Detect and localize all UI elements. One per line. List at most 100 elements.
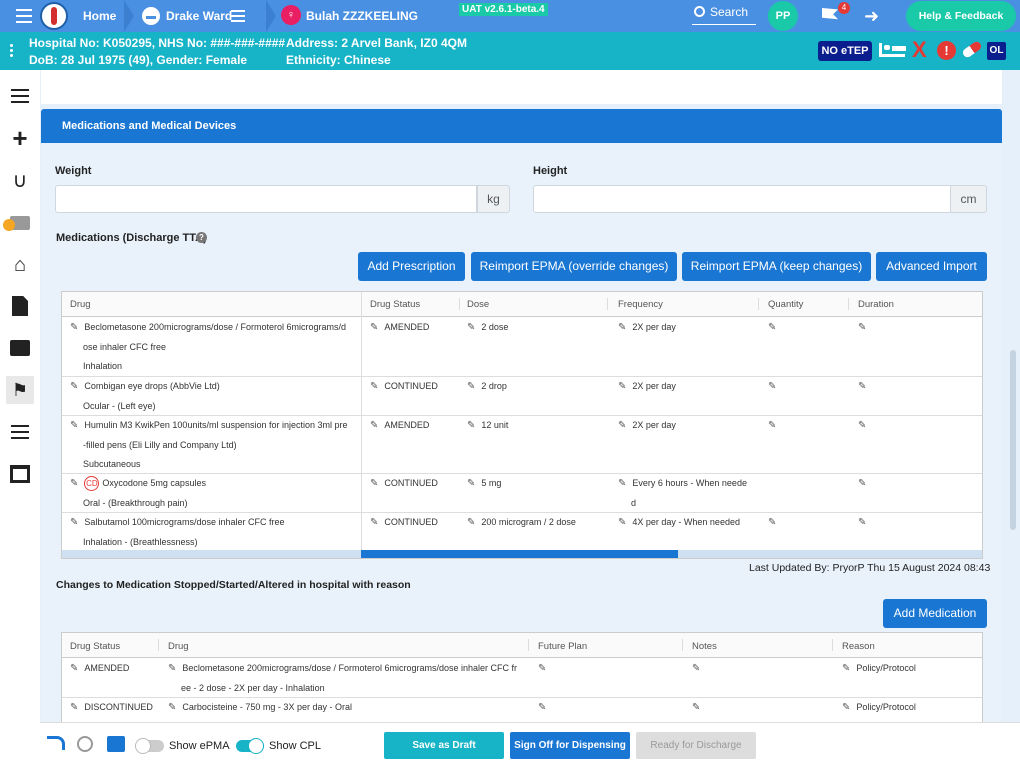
height-input[interactable] — [533, 185, 951, 213]
reimport-override-button[interactable]: Reimport EPMA (override changes) — [471, 252, 677, 281]
undo-icon[interactable] — [47, 736, 65, 750]
header-quantity[interactable]: Quantity — [768, 299, 804, 310]
edit-icon[interactable]: ✎ — [70, 478, 79, 489]
ol-badge[interactable]: OL — [987, 42, 1006, 60]
horizontal-scrollbar[interactable] — [62, 550, 982, 558]
search-icon[interactable] — [694, 6, 705, 17]
edit-icon[interactable]: ✎ — [467, 478, 476, 489]
scrollbar-thumb[interactable] — [1010, 350, 1016, 530]
help-feedback-button[interactable]: Help & Feedback — [906, 1, 1016, 31]
building-icon[interactable] — [6, 460, 34, 488]
header-drug-status[interactable]: Drug Status — [70, 641, 121, 652]
stethoscope-icon[interactable]: ∪ — [12, 169, 28, 192]
edit-icon[interactable]: ✎ — [370, 420, 379, 431]
edit-icon[interactable]: ✎ — [70, 702, 79, 713]
plus-icon[interactable]: + — [12, 122, 28, 153]
edit-icon[interactable]: ✎ — [70, 517, 79, 528]
vertical-scrollbar[interactable] — [1008, 70, 1018, 722]
edit-icon[interactable]: ✎ — [768, 420, 777, 431]
app-logo[interactable] — [40, 2, 68, 30]
add-prescription-button[interactable]: Add Prescription — [358, 252, 465, 281]
edit-icon[interactable]: ✎ — [168, 702, 177, 713]
edit-icon[interactable]: ✎ — [70, 420, 79, 431]
edit-icon[interactable]: ✎ — [168, 663, 177, 674]
edit-icon[interactable]: ✎ — [70, 381, 79, 392]
header-duration[interactable]: Duration — [858, 299, 894, 310]
edit-icon[interactable]: ✎ — [618, 381, 627, 392]
edit-icon[interactable]: ✎ — [618, 420, 627, 431]
edit-icon[interactable]: ✎ — [467, 322, 476, 333]
red-cross-icon[interactable]: X — [912, 37, 927, 62]
flag-icon[interactable] — [822, 8, 838, 20]
edit-icon[interactable]: ✎ — [538, 702, 547, 713]
bed-status-icon[interactable] — [879, 43, 906, 57]
table-row[interactable]: ✎ CD Oxycodone 5mg capsules Oral - (Breakt… — [62, 473, 982, 512]
no-etep-badge[interactable]: NO eTEP — [818, 41, 872, 61]
edit-icon[interactable]: ✎ — [370, 517, 379, 528]
table-row[interactable]: ✎ Salbutamol 100micrograms/dose inhaler C… — [62, 512, 982, 550]
alert-icon[interactable]: ! — [937, 41, 956, 60]
mail-icon[interactable] — [6, 334, 34, 362]
edit-icon[interactable]: ✎ — [858, 322, 867, 333]
header-notes[interactable]: Notes — [692, 641, 717, 652]
header-dose[interactable]: Dose — [467, 299, 490, 310]
edit-icon[interactable]: ✎ — [618, 322, 627, 333]
edit-icon[interactable]: ✎ — [692, 663, 701, 674]
ready-for-discharge-button[interactable]: Ready for Discharge — [636, 732, 756, 759]
list-icon[interactable] — [6, 82, 34, 110]
edit-icon[interactable]: ✎ — [538, 663, 547, 674]
header-frequency[interactable]: Frequency — [618, 299, 663, 310]
home-link[interactable]: Home — [83, 9, 117, 23]
edit-icon[interactable]: ✎ — [370, 381, 379, 392]
help-icon[interactable]: ? — [196, 232, 207, 243]
document-edit-icon[interactable] — [6, 292, 34, 320]
table-row[interactable]: ✎ Beclometasone 200micrograms/dose / Form… — [62, 317, 982, 376]
edit-icon[interactable]: ✎ — [467, 420, 476, 431]
edit-icon[interactable]: ✎ — [467, 381, 476, 392]
header-future-plan[interactable]: Future Plan — [538, 641, 588, 652]
ward-menu-icon[interactable] — [231, 10, 245, 22]
edit-icon[interactable]: ✎ — [858, 478, 867, 489]
edit-icon[interactable]: ✎ — [768, 381, 777, 392]
save-draft-button[interactable]: Save as Draft — [384, 732, 504, 759]
table-row[interactable]: ✎ Combigan eye drops (AbbVie Ltd) Ocular … — [62, 376, 982, 415]
edit-icon[interactable]: ✎ — [768, 322, 777, 333]
camera-icon[interactable] — [3, 209, 34, 237]
edit-icon[interactable]: ✎ — [70, 663, 79, 674]
kebab-menu-icon[interactable] — [10, 44, 13, 58]
menu-icon[interactable] — [16, 9, 32, 23]
home-icon[interactable]: ⌂ — [13, 253, 27, 276]
pill-icon[interactable] — [961, 40, 983, 59]
scrollbar-thumb[interactable] — [361, 550, 678, 558]
patient-name[interactable]: Bulah ZZZKEELING — [306, 9, 418, 23]
header-drug-status[interactable]: Drug Status — [370, 299, 421, 310]
checklist-icon[interactable] — [6, 418, 34, 446]
edit-icon[interactable]: ✎ — [618, 478, 627, 489]
user-avatar[interactable]: PP — [768, 1, 798, 31]
weight-input[interactable] — [55, 185, 477, 213]
table-row[interactable]: ✎ Humulin M3 KwikPen 100units/ml suspensi… — [62, 415, 982, 473]
ward-link[interactable]: Drake Ward — [166, 9, 233, 23]
logout-icon[interactable]: ➜ — [864, 6, 880, 26]
edit-icon[interactable]: ✎ — [370, 478, 379, 489]
edit-icon[interactable]: ✎ — [70, 322, 79, 333]
edit-icon[interactable]: ✎ — [768, 517, 777, 528]
header-drug[interactable]: Drug — [70, 299, 91, 310]
edit-icon[interactable]: ✎ — [618, 517, 627, 528]
edit-icon[interactable]: ✎ — [858, 420, 867, 431]
history-icon[interactable] — [77, 736, 93, 752]
edit-icon[interactable]: ✎ — [842, 663, 851, 674]
print-icon[interactable] — [107, 736, 125, 752]
sign-off-button[interactable]: Sign Off for Dispensing — [510, 732, 630, 759]
edit-icon[interactable]: ✎ — [467, 517, 476, 528]
search-button[interactable]: Search — [710, 5, 749, 19]
discharge-icon[interactable]: ⚑ — [6, 376, 34, 404]
header-reason[interactable]: Reason — [842, 641, 875, 652]
edit-icon[interactable]: ✎ — [692, 702, 701, 713]
add-medication-button[interactable]: Add Medication — [883, 599, 987, 628]
table-row[interactable]: ✎ AMENDED ✎ Beclometasone 200micrograms/do… — [62, 658, 982, 698]
edit-icon[interactable]: ✎ — [370, 322, 379, 333]
header-drug[interactable]: Drug — [168, 641, 189, 652]
table-row[interactable]: ✎ DISCONTINUED ✎ Carbocisteine - 750 mg - … — [62, 697, 982, 727]
advanced-import-button[interactable]: Advanced Import — [876, 252, 987, 281]
